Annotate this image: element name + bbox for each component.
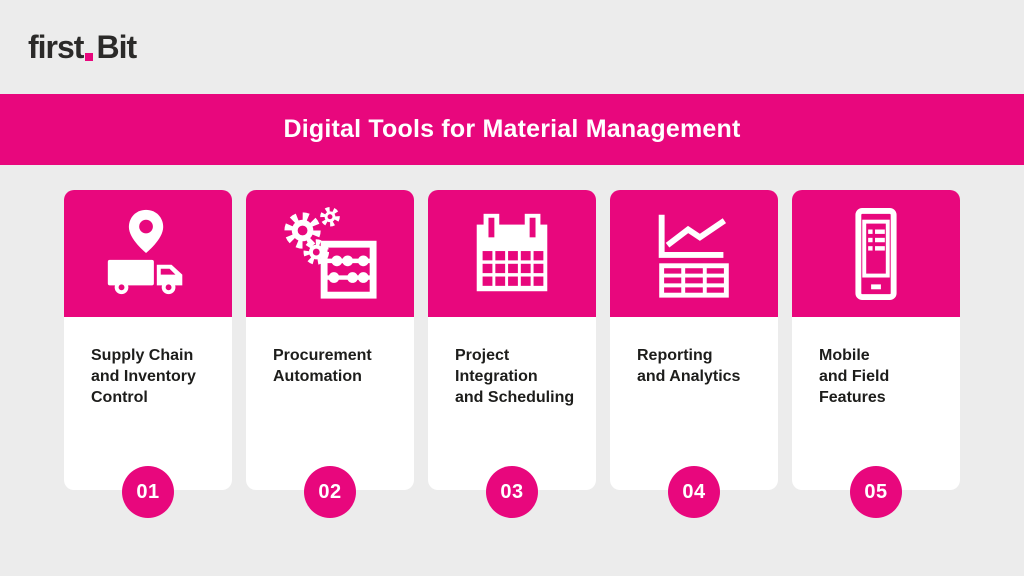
- smartphone-list-icon: [855, 207, 897, 300]
- card-mobile-field: Mobile and Field Features 05: [792, 190, 960, 518]
- page-title: Digital Tools for Material Management: [283, 115, 741, 143]
- card-text-area: Supply Chain and Inventory Control: [64, 317, 232, 408]
- step-number-badge: 02: [304, 466, 356, 518]
- title-banner: Digital Tools for Material Management: [0, 94, 1024, 165]
- chart-table-icon: [658, 214, 729, 298]
- step-number-badge: 01: [122, 466, 174, 518]
- card-text-area: Procurement Automation: [246, 317, 414, 387]
- step-number-badge: 03: [486, 466, 538, 518]
- card-text-area: Mobile and Field Features: [792, 317, 960, 408]
- cards-row: Supply Chain and Inventory Control 01: [0, 190, 1024, 518]
- step-number-badge: 05: [850, 466, 902, 518]
- card-reporting: Reporting and Analytics 04: [610, 190, 778, 518]
- card-project-scheduling: Project Integration and Scheduling 03: [428, 190, 596, 518]
- logo-text-bit: Bit: [96, 28, 137, 65]
- top-logo-bar: first Bit: [0, 0, 1024, 94]
- card-icon-area: [428, 190, 596, 317]
- card-title: Procurement Automation: [273, 347, 372, 385]
- card-icon-area: [64, 190, 232, 317]
- card-title: Mobile and Field Features: [819, 347, 890, 406]
- brand-logo: first Bit: [28, 28, 137, 66]
- card-icon-area: [610, 190, 778, 317]
- step-number-badge: 04: [668, 466, 720, 518]
- card-text-area: Project Integration and Scheduling: [428, 317, 596, 408]
- card-procurement: Procurement Automation 02: [246, 190, 414, 518]
- logo-dot-icon: [85, 52, 94, 61]
- card-title: Project Integration and Scheduling: [455, 347, 575, 406]
- card-text-area: Reporting and Analytics: [610, 317, 778, 387]
- truck-location-icon: [107, 209, 183, 294]
- card-title: Supply Chain and Inventory Control: [91, 347, 196, 406]
- card-title: Reporting and Analytics: [637, 347, 741, 385]
- gears-abacus-icon: [284, 206, 377, 299]
- calendar-icon: [476, 213, 548, 291]
- logo-text-first: first: [28, 28, 84, 65]
- card-icon-area: [246, 190, 414, 317]
- card-supply-chain: Supply Chain and Inventory Control 01: [64, 190, 232, 518]
- card-icon-area: [792, 190, 960, 317]
